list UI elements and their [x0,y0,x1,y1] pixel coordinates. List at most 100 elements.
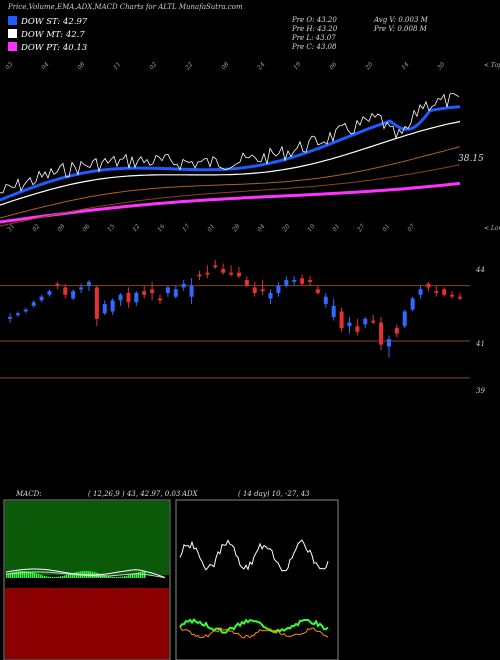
mt-ema-line [0,121,461,206]
st-ema-line [0,105,461,202]
candle-body [379,322,384,345]
macd-hist-bar [110,576,112,578]
mid-ema-line [0,146,461,219]
bottom-date-label: 28 [231,223,242,234]
bottom-date-label: 27 [356,223,367,234]
candle-body [173,289,178,297]
top-date-label: 06 [328,61,338,71]
candle-body [284,280,289,286]
macd-hist-bar [52,576,54,578]
stat-pre-close: Pre C: 43.08 [292,43,337,51]
candle-body [244,280,249,286]
macd-hist-bar [130,574,132,578]
pt-ema-line [0,181,461,224]
candle-body [308,280,312,282]
bottom-date-label: 10 [306,223,316,233]
candle-body [386,339,391,347]
candle-body [339,311,344,329]
macd-hist-bar [14,571,16,578]
candle-body [158,298,162,301]
legend-swatch-blue [8,16,17,25]
level-41-label: 41 [476,340,485,348]
macd-hist-bar [134,573,136,578]
candle-body [134,292,139,303]
macd-hist-bar [40,574,42,578]
macd-hist-bar [128,575,130,578]
candle-body [47,291,52,295]
candle-body [442,289,447,295]
top-date-label: 08 [76,61,86,71]
plus-di-line [179,618,329,634]
macd-hist-bar [36,573,38,578]
lows-label: < Lows [484,225,500,232]
macd-hist-bar [118,576,120,578]
bottom-date-label: 20 [281,223,292,234]
bottom-date-label: 01 [331,223,341,233]
macd-hist-bar [26,571,28,578]
candle-body [371,320,376,323]
top-date-label: 14 [400,61,410,71]
macd-hist-bar [24,571,26,578]
macd-hist-bar [68,574,70,578]
candle-body [323,296,328,305]
candle-body [450,294,455,297]
legend-dow-pt: DOW PT: 40.13 [8,42,87,53]
ema-panel: 03 04 08 11 02 22 08 24 19 06 20 14 30 31 02 08 06 15 12 16… [0,61,461,234]
bottom-date-label: 02 [31,223,41,233]
bottom-date-label: 17 [181,223,191,233]
price-close-line [0,92,460,194]
macd-hist-bar [62,575,64,578]
candle-body [213,265,218,268]
macd-hist-bar [122,576,124,578]
macd-hist-bar [38,574,40,578]
candle-body [292,280,297,282]
minus-di-line [179,627,329,639]
candle-body [8,316,12,319]
macd-hist-bar [96,572,98,578]
candle-body [63,287,68,295]
macd-hist-bar [132,573,134,578]
candle-body [221,268,226,273]
macd-hist-bar [58,576,60,578]
candle-body [79,287,84,290]
macd-hist-bar [124,576,126,578]
candle-body [252,287,257,293]
macd-hist-bar [116,577,118,578]
candle-body [118,294,123,301]
bottom-date-label: 15 [106,223,116,233]
stat-pre-open: Pre O: 43.20 [292,16,337,24]
adx-label: ADX [182,490,198,498]
macd-line [5,568,166,579]
stat-pre-high: Pre H: 43.20 [292,25,338,33]
macd-label: MACD: [16,490,42,498]
bottom-date-label: 31 [6,223,16,233]
macd-hist-bar [138,572,140,578]
macd-hist-bar [18,571,20,578]
long-ema-line [0,164,461,227]
candle-body [110,300,115,312]
bottom-date-label: 16 [156,223,166,233]
candle-body [276,285,281,293]
candle-body [181,283,186,288]
top-date-label: 02 [148,61,158,71]
adx-frame [175,499,339,660]
macd-hist-bar [136,572,138,578]
legend-swatch-white [8,29,17,38]
adx-params: ( 14 day) 10, -27, 43 [238,490,310,498]
candle-body [23,309,28,312]
macd-panel [3,499,171,660]
macd-lower-bg [5,588,169,659]
candlestick-series [8,259,462,358]
macd-hist-bar [8,573,10,578]
macd-hist-bar [54,576,56,578]
level-39-label: 39 [476,387,485,395]
candle-body [355,326,360,332]
chart-title: Price,Volume,EMA,ADX,MACD Charts for ALT… [8,3,243,11]
candle-body [394,328,399,334]
macd-hist-bar [44,575,46,578]
top-date-label: 20 [364,61,375,72]
candle-body [347,322,352,327]
candle-body [205,272,210,275]
top-date-label: 19 [292,61,302,71]
candle-body [142,291,147,295]
